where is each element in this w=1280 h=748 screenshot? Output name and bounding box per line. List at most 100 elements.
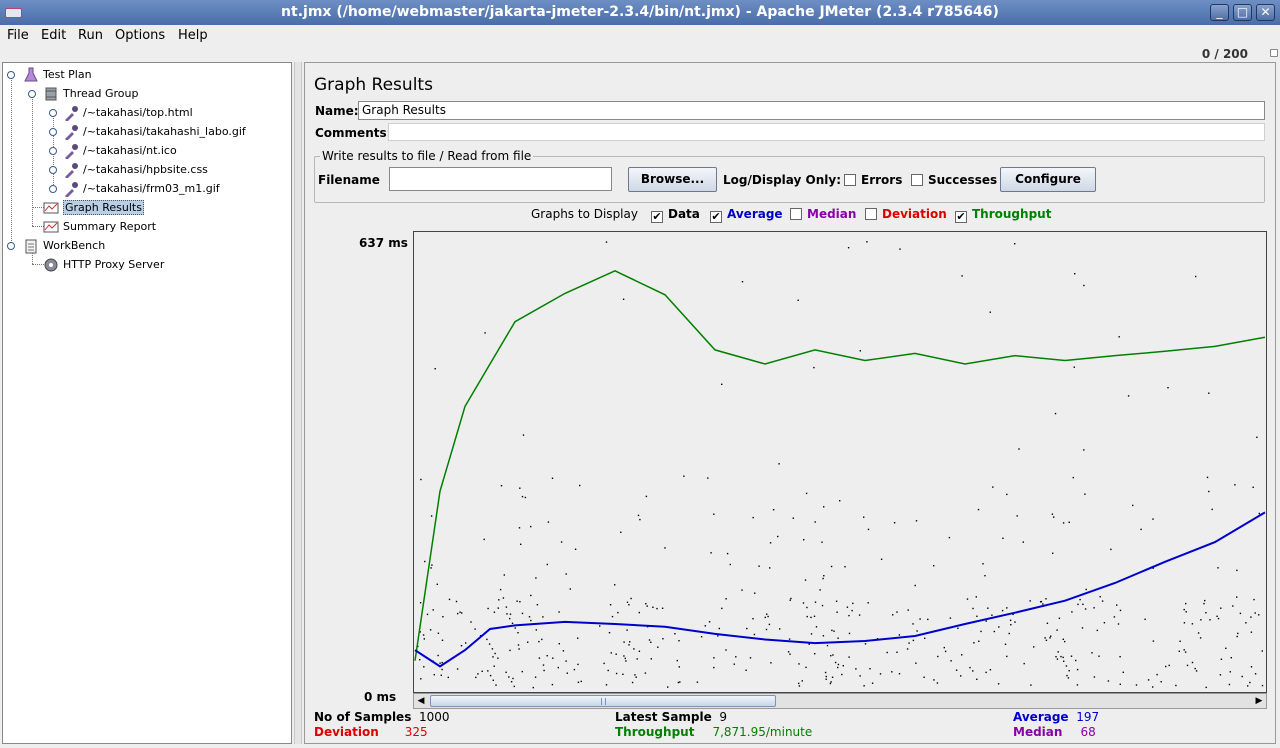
comments-field[interactable] [388, 123, 1265, 141]
sample-point [433, 674, 435, 676]
sample-point [664, 547, 666, 549]
sample-point [753, 633, 756, 636]
sample-point [916, 630, 918, 632]
sample-point [915, 520, 918, 522]
sample-point [456, 668, 459, 670]
throughput-checkbox[interactable]: ✔ Throughput [955, 207, 1051, 223]
name-field[interactable]: Graph Results [358, 101, 1265, 120]
expand-handle-icon[interactable] [7, 71, 15, 79]
sample-point [520, 543, 522, 545]
sample-point [961, 275, 963, 277]
samples-stat: No of Samples 1000 [314, 710, 450, 724]
y-axis-top-label: 637 ms [359, 236, 408, 250]
stat-label: Average [1013, 710, 1069, 724]
sample-point [810, 633, 813, 635]
sample-point [985, 620, 987, 622]
graph-scrollbar[interactable]: ◀ ▶ [413, 693, 1267, 709]
stat-value: 325 [404, 725, 428, 739]
scroll-right-icon[interactable]: ▶ [1255, 696, 1263, 706]
sample-point [906, 648, 909, 650]
tree-node-graph-results[interactable]: Graph Results [43, 199, 144, 216]
sample-point [1179, 640, 1181, 642]
menu-help[interactable]: Help [178, 28, 208, 43]
test-plan-tree[interactable]: Test Plan Thread Group /~takahasi/top.ht… [2, 62, 292, 744]
scroll-left-icon[interactable]: ◀ [417, 696, 425, 706]
sample-point [833, 630, 835, 632]
sample-point [1237, 632, 1239, 635]
tree-node-summary-report[interactable]: Summary Report [43, 218, 156, 235]
expand-handle-icon[interactable] [7, 242, 15, 250]
sample-point [839, 500, 841, 502]
menu-file[interactable]: File [7, 28, 29, 43]
sample-point [813, 615, 816, 617]
sample-point [557, 666, 559, 669]
sample-point [477, 673, 479, 675]
sample-point [1068, 670, 1070, 672]
tree-connector [32, 96, 33, 226]
expand-handle-icon[interactable] [28, 90, 36, 98]
checkbox-icon: ✔ [651, 210, 663, 223]
median-checkbox[interactable]: Median [790, 207, 856, 221]
sample-point [1209, 619, 1211, 621]
tree-node-sampler[interactable]: /~takahasi/nt.ico [63, 142, 177, 159]
sample-point [615, 653, 617, 655]
data-checkbox[interactable]: ✔ Data [651, 207, 700, 223]
clipboard-icon [25, 239, 37, 254]
maximize-button[interactable]: □ [1233, 4, 1252, 21]
tree-node-proxy[interactable]: HTTP Proxy Server [43, 256, 164, 273]
sample-point [535, 629, 537, 631]
sample-point [767, 615, 769, 618]
tree-node-sampler[interactable]: /~takahasi/takahashi_labo.gif [63, 123, 246, 140]
average-checkbox[interactable]: ✔ Average [710, 207, 783, 223]
sample-point [798, 685, 801, 687]
sample-point [1060, 655, 1062, 658]
split-pane-divider[interactable] [294, 62, 302, 744]
minimize-button[interactable]: _ [1210, 4, 1229, 21]
sample-point [517, 632, 519, 634]
configure-button[interactable]: Configure [1000, 167, 1096, 192]
sample-point [1168, 664, 1170, 667]
tree-node-sampler[interactable]: /~takahasi/frm03_m1.gif [63, 180, 220, 197]
sample-point [1073, 366, 1075, 368]
menu-bar: File Edit Run Options Help [0, 25, 1280, 46]
sample-point [1184, 651, 1187, 653]
sample-point [607, 669, 609, 672]
menu-run[interactable]: Run [78, 28, 103, 43]
sample-point [624, 657, 626, 660]
sample-point [447, 676, 449, 679]
deviation-checkbox[interactable]: Deviation [865, 207, 947, 221]
sample-point [896, 611, 898, 613]
close-button[interactable]: ✕ [1256, 4, 1275, 21]
sample-point [609, 604, 612, 606]
browse-button[interactable]: Browse... [628, 167, 717, 192]
sample-point [1054, 412, 1057, 415]
throughput-stat: Throughput 7,871.95/minute [615, 725, 812, 739]
sample-point [500, 485, 503, 487]
successes-checkbox[interactable]: Successes [911, 173, 997, 187]
tree-node-sampler[interactable]: /~takahasi/hpbsite.css [63, 161, 208, 178]
tree-node-thread-group[interactable]: Thread Group [43, 85, 138, 102]
menu-edit[interactable]: Edit [41, 28, 67, 43]
menu-options[interactable]: Options [115, 28, 166, 43]
sample-point [915, 662, 917, 664]
sample-point [708, 621, 711, 623]
sample-point [1058, 617, 1061, 619]
window-title: nt.jmx (/home/webmaster/jakarta-jmeter-2… [281, 4, 999, 20]
tree-node-workbench[interactable]: WorkBench [23, 237, 105, 254]
sample-point [1185, 602, 1187, 605]
tree-node-sampler[interactable]: /~takahasi/top.html [63, 104, 193, 121]
sample-point [879, 673, 882, 675]
sample-point [852, 602, 854, 605]
scrollbar-thumb[interactable] [430, 695, 776, 707]
filename-input[interactable] [389, 167, 612, 191]
sample-point [1072, 476, 1074, 479]
pipette-icon [65, 182, 78, 197]
sample-point [491, 648, 494, 650]
sample-point [764, 616, 766, 619]
tree-node-test-plan[interactable]: Test Plan [23, 66, 92, 83]
errors-checkbox[interactable]: Errors [844, 173, 902, 187]
sample-point [768, 623, 771, 626]
sample-point [982, 563, 984, 565]
sample-point [605, 684, 608, 686]
sample-point [521, 670, 523, 673]
